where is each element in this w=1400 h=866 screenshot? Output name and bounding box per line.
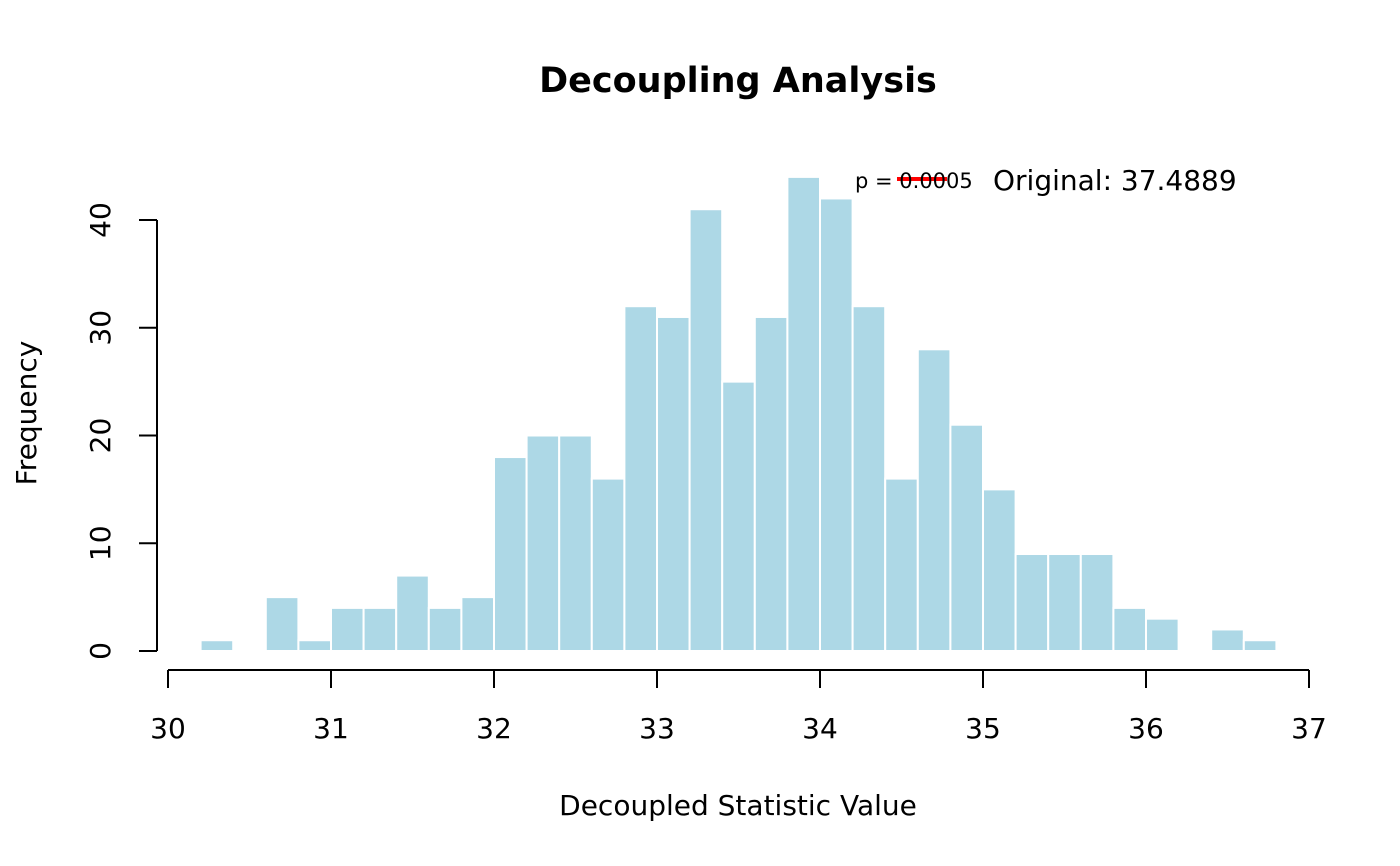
histogram-bar (949, 423, 985, 652)
histogram-bar (330, 606, 365, 653)
x-tick-label: 31 (313, 712, 349, 745)
histogram-bar (558, 434, 593, 652)
histogram-bar (1210, 628, 1245, 653)
histogram-bar (1242, 639, 1278, 652)
histogram-bar (1145, 617, 1180, 652)
histogram-bar (819, 197, 854, 652)
x-axis-label: Decoupled Statistic Value (559, 789, 917, 822)
x-tick-label: 37 (1291, 712, 1327, 745)
x-axis: 30 31 32 33 34 35 36 37 (150, 669, 1327, 745)
histogram-bar (656, 315, 691, 652)
histogram-bar (1112, 606, 1148, 653)
histogram-bar (525, 434, 561, 652)
y-axis-label: Frequency (10, 341, 43, 486)
x-tick-label: 34 (802, 712, 838, 745)
y-tick-label: 20 (84, 418, 117, 454)
y-axis: 0 10 20 30 40 (84, 202, 158, 660)
y-tick-label: 0 (84, 642, 117, 660)
legend: Original: 37.4889 p = 0.0005 (855, 164, 1237, 197)
x-tick-label: 32 (476, 712, 512, 745)
histogram-bar (982, 488, 1017, 652)
x-tick-label: 30 (150, 712, 186, 745)
histogram-bar (1047, 553, 1082, 653)
y-tick-label: 10 (84, 525, 117, 561)
histogram-bar (786, 175, 822, 652)
histogram-bar (493, 456, 528, 652)
bars (199, 175, 1278, 653)
histogram-bar (264, 596, 300, 652)
histogram-bar (1014, 553, 1050, 653)
histogram-bar (623, 305, 659, 652)
histogram-bar (721, 380, 756, 652)
chart-title: Decoupling Analysis (539, 61, 937, 101)
x-tick-label: 36 (1128, 712, 1164, 745)
y-tick-label: 40 (84, 202, 117, 238)
histogram-bar (753, 315, 789, 652)
histogram-bar (688, 208, 724, 652)
histogram-bar (199, 639, 235, 652)
histogram-bar (916, 348, 952, 652)
legend-p-value-label: p = 0.0005 (855, 169, 973, 193)
x-tick-label: 33 (639, 712, 675, 745)
histogram-bar (427, 606, 463, 653)
histogram-bar (362, 606, 398, 653)
x-tick-label: 35 (965, 712, 1001, 745)
histogram-bar (590, 477, 626, 652)
histogram-bar (395, 574, 430, 653)
y-tick-label: 30 (84, 310, 117, 346)
legend-original-label: Original: 37.4889 (993, 164, 1237, 197)
histogram-bar (1079, 553, 1115, 653)
histogram-bar (884, 477, 919, 652)
histogram-bar (460, 596, 495, 652)
histogram-bar (851, 305, 887, 652)
histogram-bar (297, 639, 332, 652)
